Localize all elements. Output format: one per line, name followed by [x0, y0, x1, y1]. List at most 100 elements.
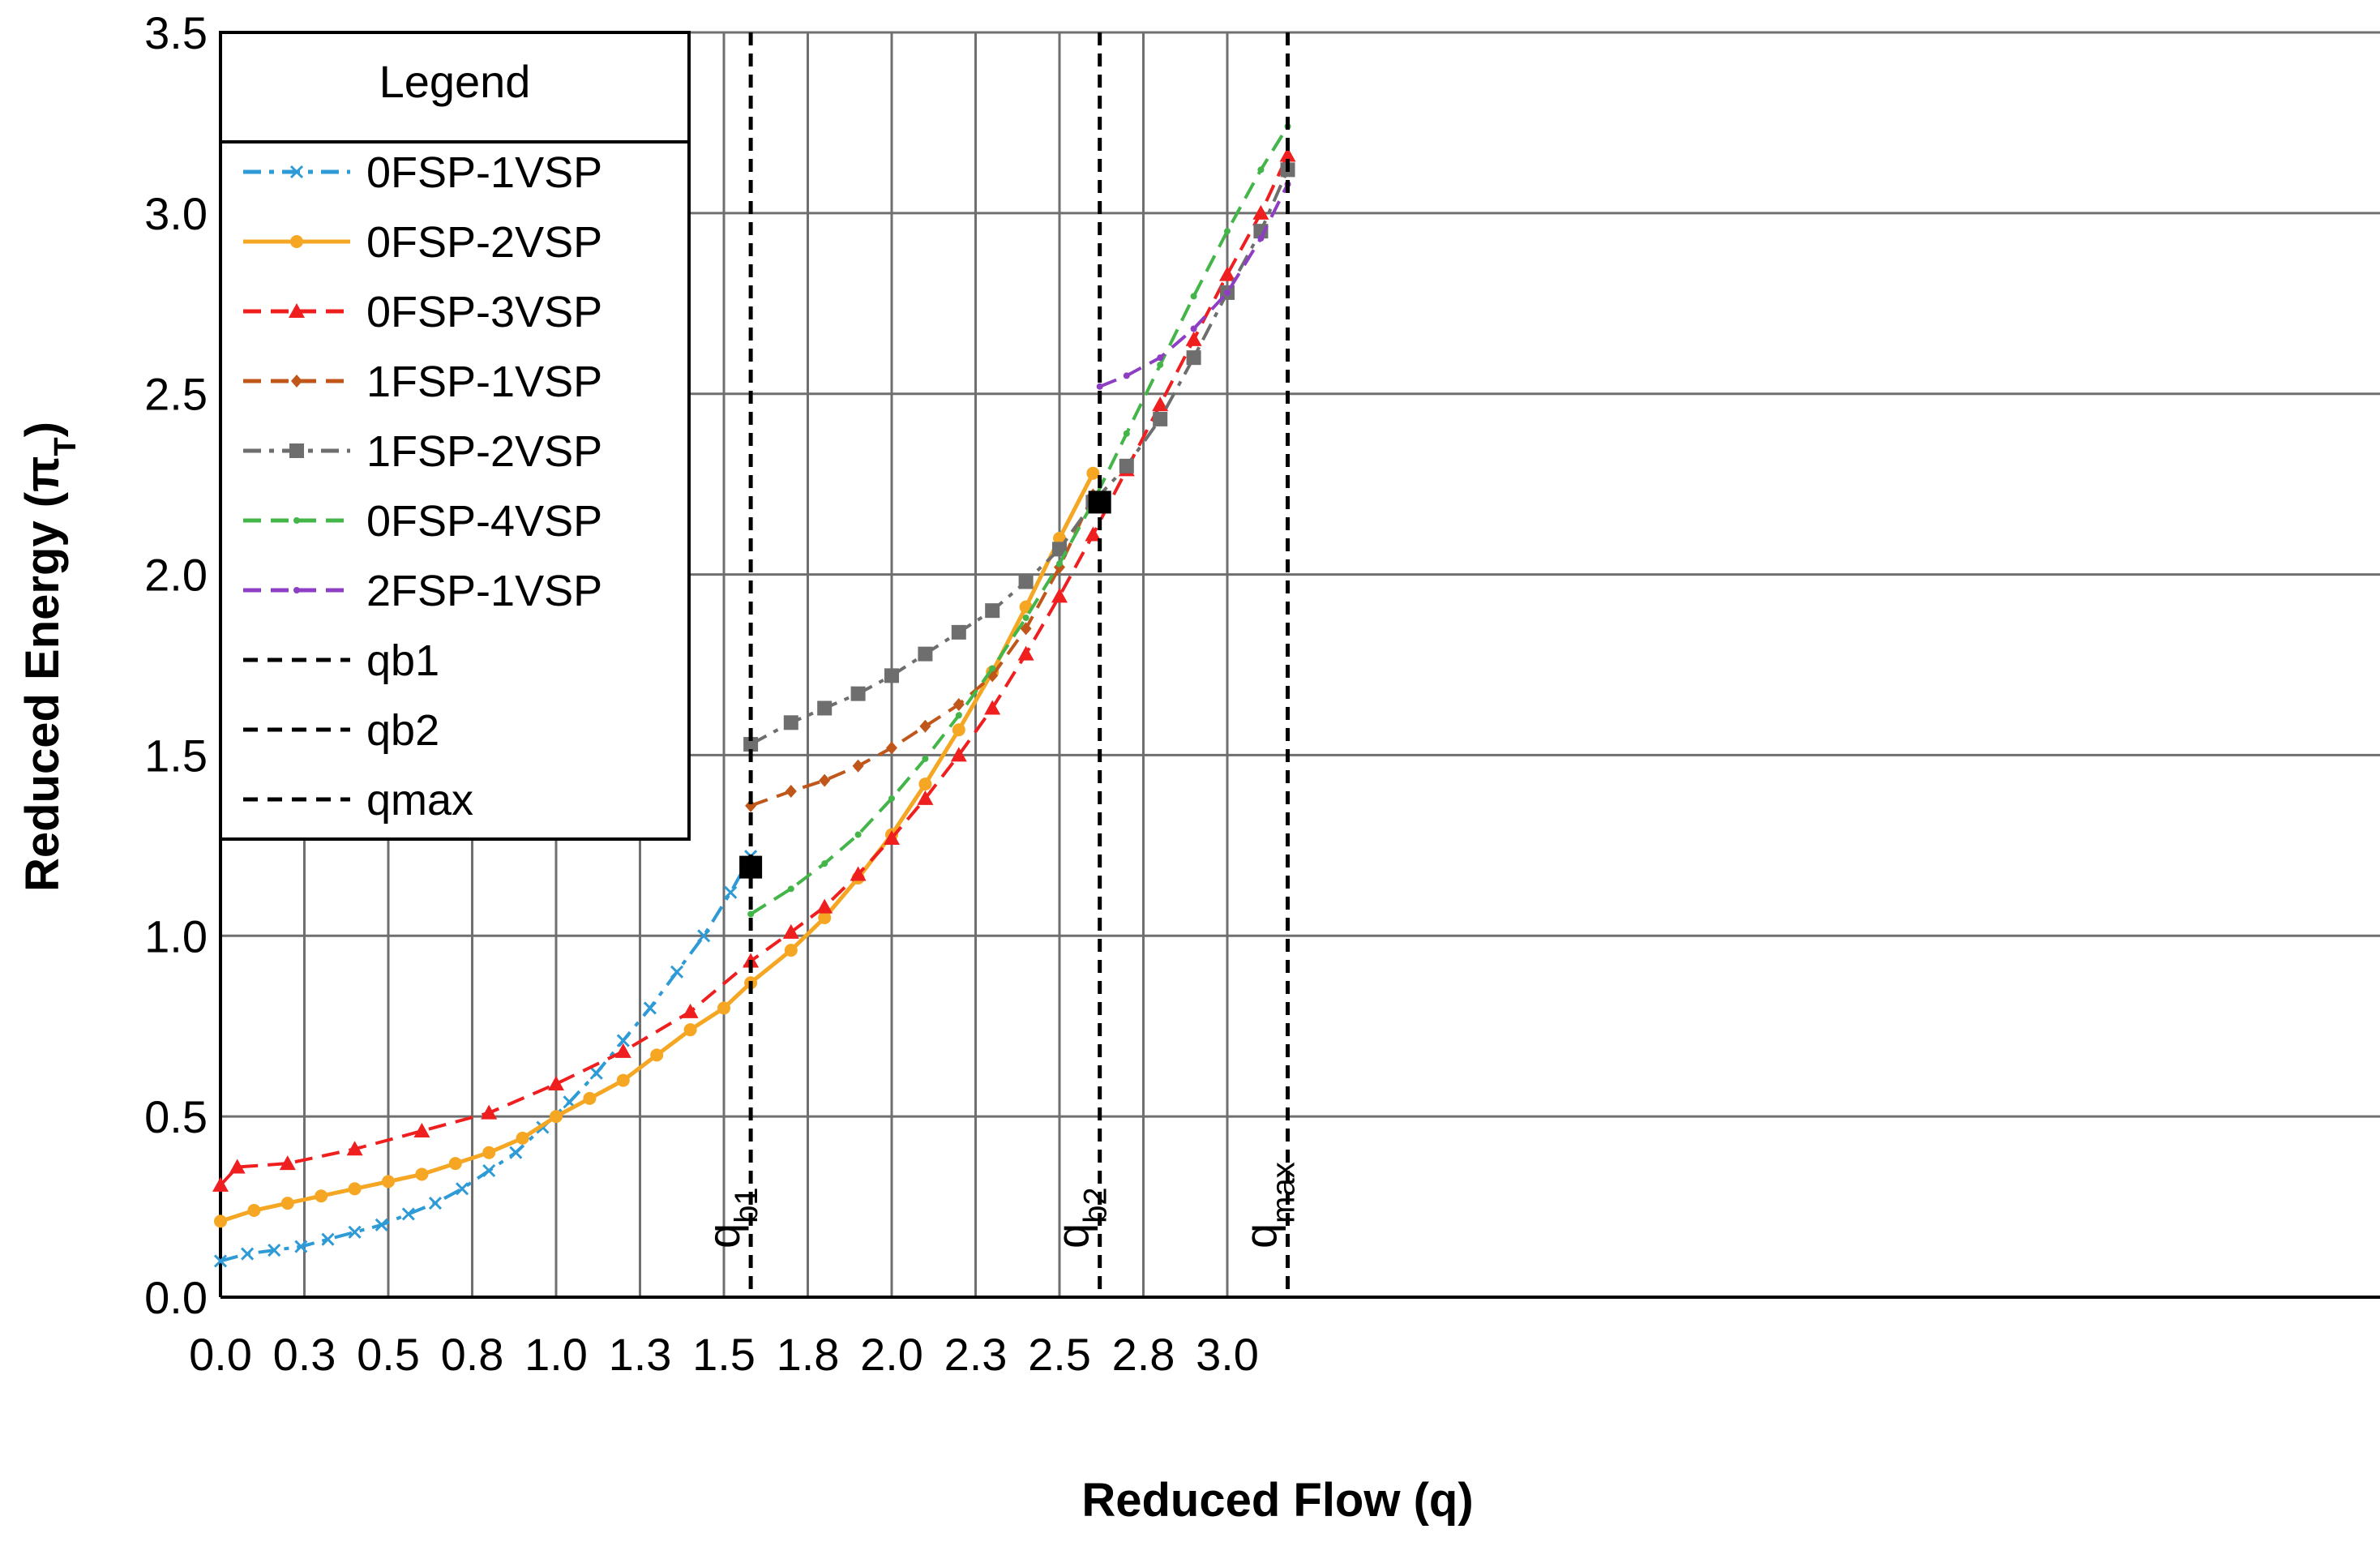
- series-1fsp-1vsp: [745, 488, 1099, 812]
- y-tick-label: 1.0: [144, 910, 208, 962]
- points-layer: [739, 490, 1111, 879]
- series-marker: [212, 1176, 229, 1192]
- series-marker: [1017, 645, 1034, 661]
- series-marker: [1053, 532, 1066, 545]
- series-marker: [952, 723, 965, 737]
- series-marker: [1224, 228, 1231, 235]
- series-marker: [951, 624, 966, 640]
- x-tick-label: 0.0: [189, 1329, 252, 1380]
- series-marker: [616, 1073, 630, 1087]
- series-marker: [413, 1122, 430, 1137]
- series-marker: [481, 1104, 498, 1120]
- series-marker: [1022, 615, 1029, 622]
- series-marker: [1096, 383, 1103, 390]
- series-marker: [787, 885, 794, 893]
- series-marker: [1152, 396, 1169, 412]
- legend: Legend 0FSP-1VSP 0FSP-2VSP 0FSP-3VSP 1FSP-1…: [219, 31, 691, 841]
- vline-label-qb2: qb2: [1047, 1187, 1114, 1249]
- legend-swatch-marker: [293, 587, 300, 593]
- series-marker: [917, 790, 934, 805]
- series-marker: [1123, 430, 1130, 437]
- x-tick-label: 0.5: [357, 1329, 420, 1380]
- series-marker: [784, 944, 798, 957]
- series-marker: [509, 1146, 523, 1159]
- series-marker: [415, 1167, 429, 1181]
- series-marker: [818, 911, 832, 924]
- series-marker: [850, 866, 867, 881]
- series-marker: [1119, 458, 1134, 473]
- series-marker: [1052, 542, 1067, 557]
- series-marker: [682, 1003, 699, 1018]
- series-marker: [589, 1066, 603, 1080]
- series-marker: [583, 1091, 597, 1105]
- series-marker: [456, 1182, 469, 1196]
- y-axis-title-main: Reduced Energy (π: [16, 456, 69, 893]
- y-axis-title: Reduced Energy (πT): [16, 422, 83, 892]
- series-marker: [884, 829, 900, 845]
- series-marker: [1190, 325, 1197, 332]
- legend-label: 1FSP-2VSP: [366, 427, 602, 476]
- series-marker: [1085, 526, 1102, 542]
- series-marker: [315, 1189, 328, 1203]
- series-marker: [482, 1163, 496, 1178]
- legend-entry-1fsp-1vsp: 1FSP-1VSP: [243, 358, 602, 406]
- x-tick-label: 3.0: [1196, 1329, 1259, 1380]
- x-tick-label: 1.0: [524, 1329, 588, 1380]
- series-marker: [348, 1182, 362, 1196]
- legend-swatch-marker: [290, 235, 303, 248]
- x-tick-label: 2.5: [1028, 1329, 1091, 1380]
- series-marker: [448, 1157, 462, 1171]
- series-marker: [1056, 560, 1063, 568]
- series-marker: [1190, 293, 1197, 300]
- breakpoint-marker: [739, 855, 763, 879]
- series-marker: [1086, 466, 1100, 480]
- legend-swatch-marker: [291, 375, 302, 388]
- x-axis-title: Reduced Flow (q): [1081, 1474, 1473, 1527]
- legend-swatch-marker: [289, 443, 304, 458]
- series-marker: [650, 1048, 664, 1062]
- series-marker: [747, 910, 755, 918]
- y-axis-title-sub: T: [49, 437, 83, 456]
- legend-swatch-marker: [289, 303, 305, 318]
- vline-label-qb1: qb1: [698, 1187, 764, 1249]
- x-tick-label: 1.3: [609, 1329, 672, 1380]
- series-marker: [819, 773, 831, 787]
- series-marker: [955, 712, 962, 719]
- series-0fsp-1vsp: [213, 850, 758, 1268]
- series-marker: [614, 1043, 631, 1058]
- series-marker: [375, 1218, 388, 1231]
- series-marker: [346, 1141, 363, 1156]
- x-tick-label: 2.3: [944, 1329, 1008, 1380]
- series-marker: [247, 1204, 261, 1218]
- series-marker: [1020, 622, 1032, 636]
- legend-label: 1FSP-1VSP: [366, 358, 602, 406]
- series-marker: [886, 741, 897, 755]
- series-marker: [294, 1240, 308, 1253]
- y-tick-label: 1.5: [144, 730, 208, 781]
- series-marker: [985, 603, 1000, 619]
- legend-frame: [219, 31, 691, 841]
- series-marker: [1157, 354, 1164, 362]
- series-marker: [854, 831, 862, 838]
- series-marker: [348, 1225, 362, 1239]
- series-marker: [984, 700, 1001, 715]
- series-line: [750, 494, 1095, 807]
- series-marker: [1018, 574, 1034, 589]
- series-marker: [401, 1207, 415, 1221]
- series-marker: [643, 1001, 657, 1015]
- series-marker: [241, 1247, 255, 1261]
- series-marker: [1257, 166, 1265, 173]
- series-marker: [852, 759, 864, 773]
- series-marker: [850, 686, 866, 701]
- breakpoint-marker: [1088, 490, 1111, 514]
- legend-label: 0FSP-2VSP: [366, 218, 602, 267]
- legend-entry-0fsp-3vsp: 0FSP-3VSP: [243, 288, 602, 336]
- legend-swatch-marker: [289, 165, 304, 179]
- legend-entry-0fsp-1vsp: 0FSP-1VSP: [243, 148, 602, 197]
- series-marker: [516, 1131, 529, 1145]
- series-marker: [816, 898, 833, 914]
- legend-entry-0fsp-2vsp: 0FSP-2VSP: [243, 218, 602, 267]
- series-line: [750, 125, 1290, 916]
- grid-layer: [220, 31, 2380, 1297]
